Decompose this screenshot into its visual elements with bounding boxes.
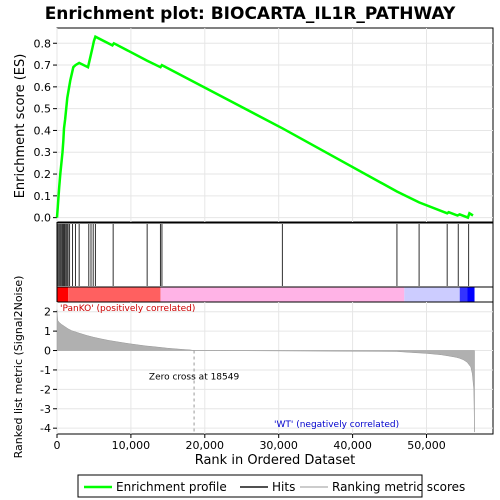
metric-ytick-label-1: -3 xyxy=(40,403,51,416)
metric-ytick-label-5: 1 xyxy=(44,325,51,338)
colorbar-segment-3 xyxy=(404,287,460,302)
hits-marks xyxy=(57,224,470,286)
metric-xtick-label-4: 40,000 xyxy=(333,439,372,452)
colorbar-segment-1 xyxy=(68,287,161,302)
positive-correlation-label: 'PanKO' (positively correlated) xyxy=(60,304,195,314)
es-yticks: 0.0 0.1 0.2 0.3 0.4 0.5 0.6 0.7 0.8 xyxy=(34,37,57,225)
metric-panel-frame xyxy=(56,301,494,435)
colorbar-segment-2 xyxy=(160,287,405,302)
metric-yticks: -4 -3 -2 -1 0 1 2 xyxy=(40,306,57,435)
colorbar-segment-4 xyxy=(459,287,468,302)
es-ytick-label-8: 0.8 xyxy=(34,37,52,50)
metric-ylabel: Ranked list metric (Signal2Noise) xyxy=(12,276,25,459)
es-ytick-label-6: 0.6 xyxy=(34,81,52,94)
metric-xtick-label-1: 10,000 xyxy=(112,439,151,452)
es-ytick-label-4: 0.4 xyxy=(34,124,52,137)
rank-colorbar xyxy=(56,286,494,303)
colorbar-segment-5 xyxy=(467,287,475,302)
colorbar-segment-0 xyxy=(57,287,69,302)
es-ytick-label-1: 0.1 xyxy=(34,190,52,203)
es-ytick-label-2: 0.2 xyxy=(34,168,52,181)
es-ytick-label-7: 0.7 xyxy=(34,59,52,72)
legend-label-enrichment-profile: Enrichment profile xyxy=(116,480,227,494)
metric-xtick-label-2: 20,000 xyxy=(186,439,225,452)
legend-label-ranking-metric-scores: Ranking metric scores xyxy=(332,480,465,494)
negative-correlation-label: 'WT' (negatively correlated) xyxy=(274,420,399,430)
zero-cross-label: Zero cross at 18549 xyxy=(149,373,240,383)
es-ytick-label-3: 0.3 xyxy=(34,146,52,159)
metric-xticks: 0 10,000 20,000 30,000 40,000 50,000 xyxy=(54,434,446,452)
legend-label-hits: Hits xyxy=(272,480,295,494)
es-ytick-label-0: 0.0 xyxy=(34,212,52,225)
enrichment-profile-line xyxy=(55,34,474,220)
chart-title: Enrichment plot: BIOCARTA_IL1R_PATHWAY xyxy=(45,4,456,24)
es-ylabel: Enrichment score (ES) xyxy=(13,54,28,199)
metric-ytick-label-6: 2 xyxy=(44,306,51,319)
metric-xlabel: Rank in Ordered Dataset xyxy=(195,453,356,468)
metric-ytick-label-2: -2 xyxy=(40,383,51,396)
es-grid xyxy=(56,28,493,222)
metric-xtick-label-3: 30,000 xyxy=(259,439,298,452)
hits-panel-frame xyxy=(56,222,494,288)
metric-ytick-label-4: 0 xyxy=(44,345,51,358)
metric-xtick-label-0: 0 xyxy=(54,439,61,452)
metric-xtick-label-5: 50,000 xyxy=(407,439,446,452)
metric-ytick-label-0: -4 xyxy=(40,422,51,435)
es-ytick-label-5: 0.5 xyxy=(34,103,52,116)
ranking-metric-area xyxy=(56,309,475,433)
metric-ytick-label-3: -1 xyxy=(40,364,51,377)
